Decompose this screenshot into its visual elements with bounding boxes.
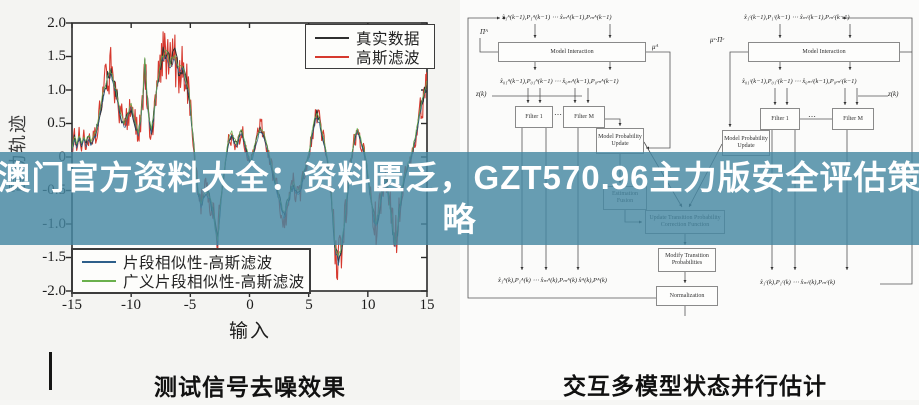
filter-1-box-c: Filter 1: [760, 108, 800, 130]
flow-connectors: [467, 16, 913, 316]
model-prob-update-box-a: Model Probability Update: [596, 128, 644, 154]
x-tick: 5: [305, 297, 313, 313]
x-tick: -10: [121, 297, 141, 313]
legend-item: 片段相似性-高斯滤波: [73, 252, 309, 272]
y-tick: -1.5: [42, 249, 66, 265]
mu-pi-c-symbol: μᶜ·Πᶜ: [710, 36, 724, 44]
x-tick: 10: [360, 297, 376, 313]
left-figure-caption: 测试信号去噪效果: [154, 374, 346, 400]
x-tick: 15: [419, 297, 435, 313]
filter-1-box-a: Filter 1: [515, 106, 553, 128]
y-tick: 2.0: [47, 15, 66, 31]
y-tick: 1.5: [47, 48, 66, 64]
legend-line-swatch: [82, 260, 116, 263]
y-tick: 0.5: [47, 115, 66, 131]
legend-line-swatch: [82, 279, 116, 282]
filter-m-box-c: Filter M: [832, 108, 874, 130]
legend-item: 广义片段相似性-高斯滤波: [73, 271, 309, 291]
x-tick: -15: [62, 297, 82, 313]
normalization-box: Normalization: [656, 286, 718, 306]
divider-mark: [49, 352, 52, 390]
measurement-z-a: z(k): [476, 90, 487, 98]
modify-transition-box: Modify Transition Probabilities: [658, 248, 716, 272]
legend-label: 高斯滤波: [356, 49, 421, 67]
ellipsis: ⋯: [808, 112, 816, 121]
state-expr-mid-c: x̂₀₁ᶜ(k−1),P₀₁ᶜ(k−1) ⋯ x̂₀ₘᶜ(k−1),P₀ₘᶜ(k…: [742, 78, 857, 85]
legend-line-swatch: [315, 36, 349, 39]
y-tick: 1.0: [47, 82, 66, 98]
state-expr-top-a: x̂₁ᴬ(k−1),P₁ᴬ(k−1) ⋯ x̂ₘᴬ(k−1),Pₘᴬ(k−1): [502, 14, 612, 21]
model-interaction-box-c: Model Interaction: [748, 42, 900, 62]
filter-m-box-a: Filter M: [563, 106, 605, 128]
pi-a-symbol: Πᴬ: [480, 28, 488, 36]
legend-item: 真实数据: [306, 28, 434, 48]
legend-item: 高斯滤波: [306, 47, 434, 67]
x-axis-title: 输入: [228, 321, 271, 342]
state-expr-mid-a: x̂₀₁ᴬ(k−1),P₀₁ᴬ(k−1) ⋯ x̂₀ₘᴬ(k−1),P₀ₘᴬ(k…: [500, 78, 619, 85]
legend-line-swatch: [315, 55, 349, 58]
overlay-banner: 澳门官方资料大全：资料匮乏，GZT570.96主力版安全评估策 略: [0, 152, 919, 245]
state-expr-bottom-c: x̂₁ᶜ(k),P₁ᶜ(k) ⋯ x̂ₘᶜ(k),Pₘᶜ(k): [760, 279, 836, 286]
legend-label: 广义片段相似性-高斯滤波: [123, 273, 305, 291]
model-interaction-box-a: Model Interaction: [498, 42, 646, 62]
legend-top: 真实数据 高斯滤波: [305, 24, 435, 69]
x-tick: -5: [183, 297, 197, 313]
state-expr-bottom-a: x̂₁ᴬ(k),P₁ᴬ(k) ⋯ x̂ₘᴬ(k),Pₘᴬ(k) x̂ᴬ(k),P…: [498, 277, 607, 284]
legend-label: 真实数据: [356, 30, 421, 48]
banner-text-line2: 略: [442, 200, 477, 238]
state-expr-top-c: x̂₁ᶜ(k−1),P₁ᶜ(k−1) ⋯ x̂ₘᶜ(k−1),Pₘᶜ(k−1): [744, 14, 850, 21]
legend-label: 片段相似性-高斯滤波: [123, 254, 273, 272]
mu-a-symbol: μᴬ: [652, 43, 659, 51]
legend-bottom: 片段相似性-高斯滤波 广义片段相似性-高斯滤波: [71, 248, 311, 294]
x-tick: 0: [246, 297, 254, 313]
right-figure-caption: 交互多模型状态并行估计: [563, 373, 827, 399]
ellipsis: ⋯: [554, 110, 562, 119]
banner-text-line1: 澳门官方资料大全：资料匮乏，GZT570.96主力版安全评估策: [0, 158, 919, 196]
measurement-z-c: z(k): [888, 90, 899, 98]
y-tick: -2.0: [42, 283, 66, 299]
